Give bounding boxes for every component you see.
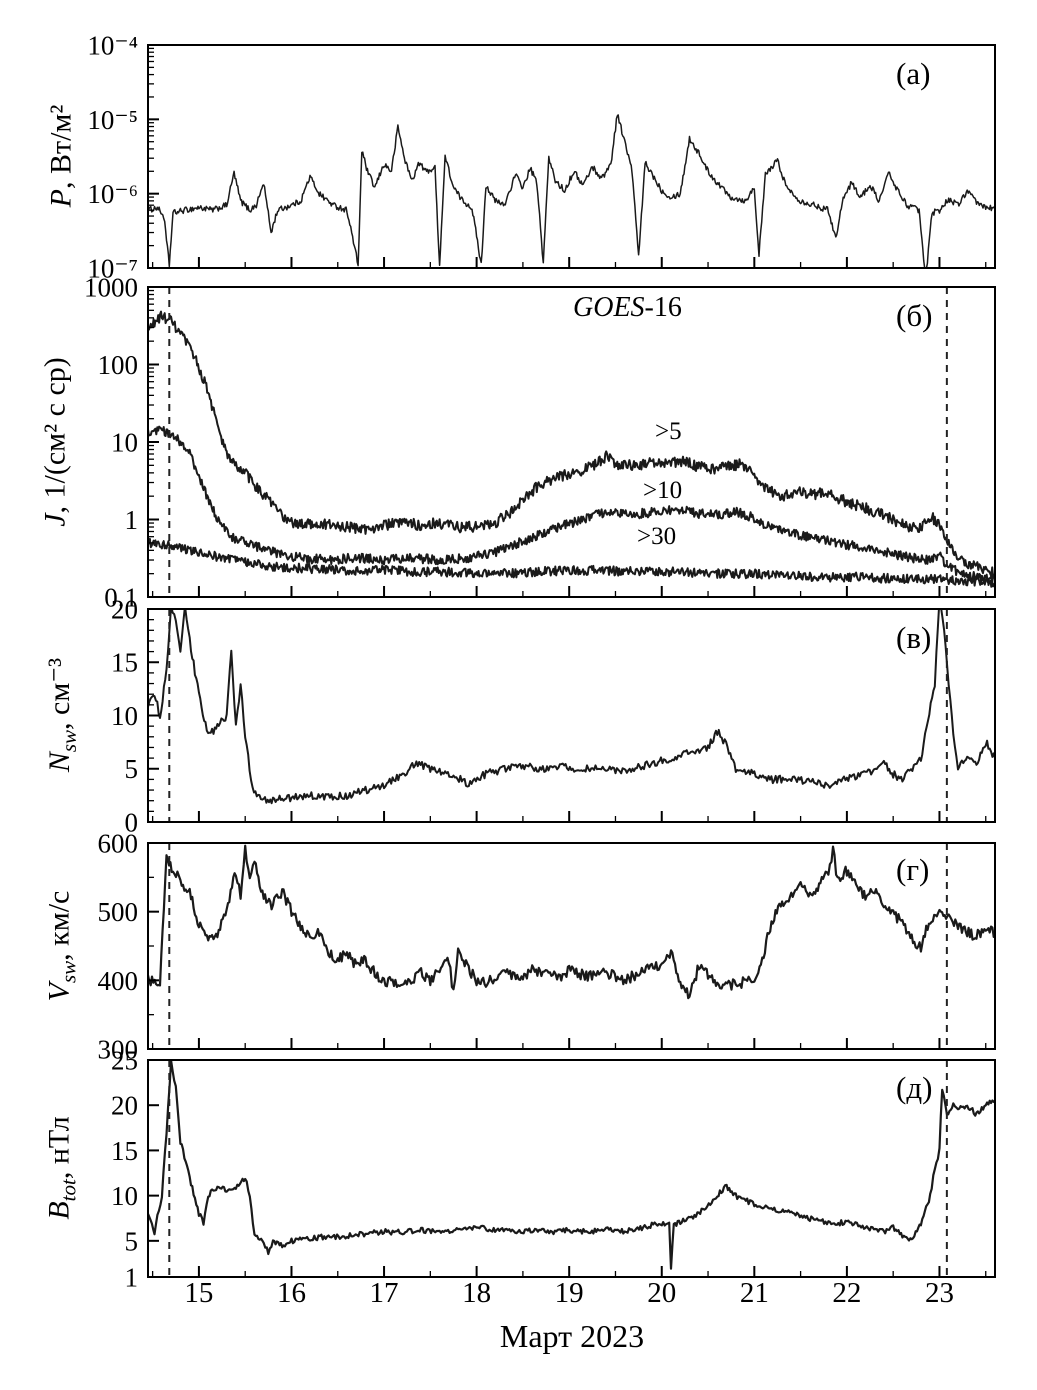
x-tick-label: 18 [462, 1277, 491, 1309]
y-tick-label: 1000 [84, 272, 138, 302]
y-tick-label: 1 [125, 1262, 139, 1292]
x-tick-label: 19 [555, 1277, 584, 1309]
y-tick-label: 20 [111, 594, 138, 624]
y-tick-label: 5 [125, 754, 139, 784]
goes-16-title: GOES-16 [573, 292, 682, 324]
y-tick-label: 10⁻⁴ [87, 30, 138, 60]
panel-d-letter: (д) [896, 1070, 933, 1105]
panel-v-ylabel: Nsw, см⁻³ [42, 658, 82, 772]
y-tick-label: 500 [98, 897, 139, 927]
ylabel-subscript: sw [57, 729, 81, 753]
panel-a-border [147, 44, 996, 269]
x-tick-label: 23 [925, 1277, 954, 1309]
ylabel-units: , нТл [42, 1116, 76, 1180]
panel-v-border [147, 608, 996, 823]
x-tick-label: 20 [647, 1277, 676, 1309]
ylabel-subscript: sw [56, 960, 81, 984]
series-proton-gt5MeV [148, 310, 995, 579]
x-tick-label: 17 [370, 1277, 399, 1309]
y-tick-label: 15 [111, 1136, 138, 1166]
x-tick-label: 21 [740, 1277, 769, 1309]
series-solar-wind-speed [148, 844, 995, 1000]
y-tick-label: 10 [111, 701, 138, 731]
panel-a-ylabel: P, Вт/м² [45, 105, 84, 208]
curve-label-gt5: >5 [655, 418, 682, 445]
panel-g-border [147, 842, 996, 1050]
y-tick-label: 0.1 [104, 582, 138, 612]
ylabel-symbol: N [43, 752, 76, 773]
ylabel-symbol: B [42, 1201, 76, 1220]
y-tick-label: 10 [111, 1181, 138, 1211]
y-tick-label: 10⁻⁵ [87, 105, 138, 135]
panel-g-plot-area [148, 843, 995, 1049]
goes-title-rest: -16 [644, 292, 682, 323]
panel-d-border [147, 1059, 996, 1278]
ylabel-units: , Вт/м² [44, 104, 78, 190]
panel-b-plot-area [148, 287, 995, 597]
panel-d-plot-area [148, 1060, 995, 1277]
y-tick-label: 10⁻⁶ [87, 179, 138, 209]
panel-g-ylabel: Vsw, км/с [43, 891, 82, 1002]
x-axis-title: Март 2023 [499, 1318, 645, 1354]
curve-label-gt10: >10 [643, 477, 683, 504]
ylabel-units: , 1/(см² с ср) [38, 357, 72, 514]
y-tick-label: 600 [98, 828, 139, 858]
series-proton-gt30MeV [148, 537, 995, 588]
panel-b-border [147, 286, 996, 598]
ylabel-symbol: P [44, 189, 78, 208]
panel-d-ylabel: Btot, нТл [43, 1116, 82, 1219]
goes-title-italic: GOES [573, 292, 645, 323]
y-tick-label: 5 [125, 1226, 139, 1256]
panel-b-letter: (б) [896, 298, 933, 333]
y-tick-label: 20 [111, 1091, 138, 1121]
panel-a-plot-area [148, 114, 995, 268]
y-tick-label: 15 [111, 648, 138, 678]
panel-v-plot-area [148, 609, 995, 822]
panel-g-letter: (г) [896, 852, 930, 887]
ylabel-symbol: J [38, 513, 72, 527]
series-imf-magnitude [148, 1060, 995, 1270]
series-xray-flux [148, 114, 995, 268]
ylabel-units: , км/с [42, 890, 76, 961]
y-tick-label: 25 [111, 1045, 138, 1075]
ylabel-units: , см⁻³ [43, 657, 76, 730]
y-tick-label: 0 [125, 807, 139, 837]
y-tick-label: 10⁻⁷ [87, 253, 138, 283]
x-tick-label: 16 [277, 1277, 306, 1309]
y-tick-label: 400 [98, 966, 139, 996]
panel-v-letter: (в) [896, 620, 932, 655]
ylabel-subscript: tot [56, 1179, 81, 1202]
ylabel-symbol: V [42, 983, 76, 1002]
x-tick-label: 22 [832, 1277, 861, 1309]
y-tick-label: 1 [125, 505, 139, 535]
panel-a-letter: (а) [896, 56, 931, 91]
series-solar-wind-density [148, 609, 995, 805]
x-tick-label: 15 [184, 1277, 213, 1309]
panel-b-ylabel: J, 1/(см² с ср) [39, 357, 78, 527]
series-proton-gt10MeV [148, 425, 995, 583]
curve-label-gt30: >30 [637, 523, 677, 550]
y-tick-label: 100 [98, 350, 139, 380]
y-tick-label: 300 [98, 1034, 139, 1064]
y-tick-label: 10 [111, 427, 138, 457]
